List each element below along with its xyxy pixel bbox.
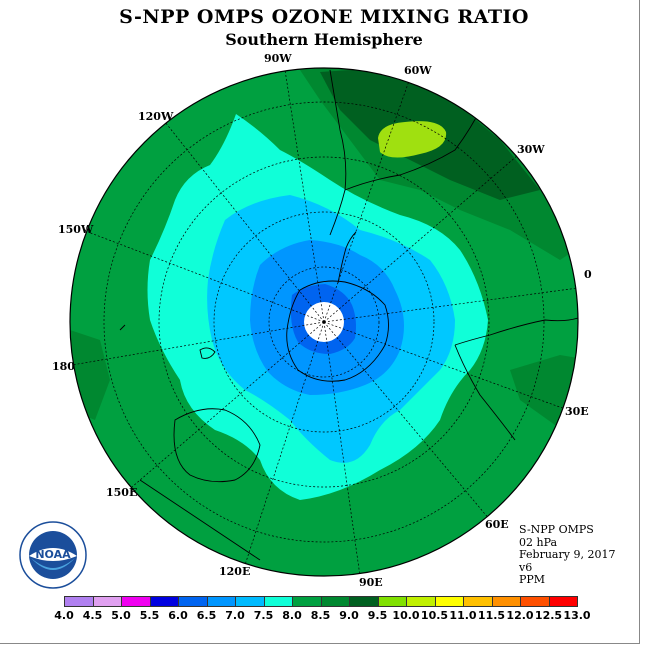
lon-label-60w: 60W bbox=[404, 64, 432, 77]
graticule bbox=[71, 69, 578, 576]
colorbar-swatch bbox=[520, 596, 550, 607]
noaa-logo: NOAA bbox=[19, 521, 87, 589]
colorbar-tick-label: 5.0 bbox=[111, 609, 131, 622]
colorbar-tick-label: 12.5 bbox=[534, 609, 563, 622]
colorbar-tick-label: 9.5 bbox=[367, 609, 388, 622]
colorbar-swatch bbox=[548, 596, 578, 607]
noaa-logo-text: NOAA bbox=[35, 548, 71, 561]
colorbar-swatch bbox=[406, 596, 436, 607]
lon-label-90e: 90E bbox=[359, 576, 383, 589]
colorbar-tick-label: 4.0 bbox=[54, 609, 74, 622]
lon-label-60e: 60E bbox=[485, 518, 509, 531]
colorbar-tick-label: 7.0 bbox=[225, 609, 245, 622]
lon-label-30w: 30W bbox=[517, 143, 545, 156]
lon-label-90w: 90W bbox=[264, 52, 292, 65]
colorbar-tick-label: 8.5 bbox=[310, 609, 331, 622]
colorbar-swatch bbox=[292, 596, 322, 607]
colorbar-swatch bbox=[434, 596, 464, 607]
lon-label-180: 180 bbox=[52, 360, 75, 373]
colorbar-swatch bbox=[349, 596, 379, 607]
colorbar-swatch bbox=[64, 596, 94, 607]
colorbar-swatch bbox=[263, 596, 293, 607]
colorbar-swatch bbox=[463, 596, 493, 607]
colorbar-tick-label: 13.0 bbox=[563, 609, 591, 622]
colorbar-swatch bbox=[149, 596, 179, 607]
product-version: v6 bbox=[519, 560, 533, 574]
map-subtitle: Southern Hemisphere bbox=[225, 30, 423, 49]
colorbar-tick-label: 6.0 bbox=[168, 609, 188, 622]
units-label: PPM bbox=[519, 573, 546, 586]
colorbar-swatch bbox=[235, 596, 265, 607]
lon-label-0: 0 bbox=[584, 268, 592, 281]
colorbar-tick-label: 11.5 bbox=[477, 609, 506, 622]
pressure-level: 02 hPa bbox=[519, 535, 558, 549]
colorbar-swatch bbox=[206, 596, 236, 607]
contour-9-5-patch bbox=[378, 121, 447, 158]
map-title: S-NPP OMPS OZONE MIXING RATIO bbox=[119, 6, 529, 28]
colorbar-swatch bbox=[377, 596, 407, 607]
colorbar-tick-label: 10.5 bbox=[420, 609, 449, 622]
observation-date: February 9, 2017 bbox=[519, 548, 616, 561]
colorbar-tick-label: 8.0 bbox=[282, 609, 302, 622]
colorbar-tick-label: 7.5 bbox=[253, 609, 274, 622]
lon-label-150e: 150E bbox=[106, 486, 138, 499]
south-pole-marker bbox=[322, 320, 326, 324]
colorbar-tick-label: 5.5 bbox=[139, 609, 160, 622]
colorbar-tick-label: 11.0 bbox=[449, 609, 477, 622]
lon-label-30e: 30E bbox=[565, 405, 589, 418]
colorbar-swatch bbox=[92, 596, 122, 607]
colorbar-swatch bbox=[121, 596, 151, 607]
colorbar-swatch bbox=[178, 596, 208, 607]
colorbar-swatch bbox=[491, 596, 521, 607]
metadata-block: S-NPP OMPS 02 hPa February 9, 2017 v6 PP… bbox=[519, 523, 616, 587]
lon-label-120w: 120W bbox=[138, 110, 174, 123]
colorbar-tick-label: 9.0 bbox=[339, 609, 359, 622]
lon-label-150w: 150W bbox=[58, 223, 94, 236]
instrument-name: S-NPP OMPS bbox=[519, 523, 594, 536]
colorbar-swatch bbox=[320, 596, 350, 607]
lon-label-120e: 120E bbox=[219, 565, 251, 578]
coastlines bbox=[119, 69, 578, 561]
colorbar-tick-label: 12.0 bbox=[506, 609, 534, 622]
ozone-field bbox=[70, 68, 578, 576]
colorbar-tick-label: 6.5 bbox=[196, 609, 217, 622]
colorbar-tick-label: 4.5 bbox=[82, 609, 103, 622]
map-border bbox=[69, 67, 579, 577]
colorbar-tick-label: 10.0 bbox=[392, 609, 420, 622]
